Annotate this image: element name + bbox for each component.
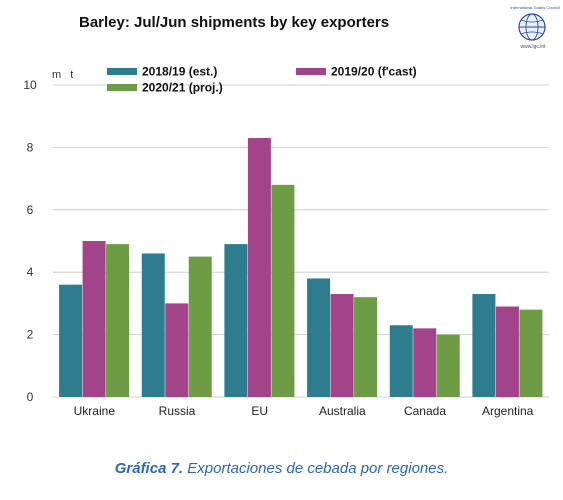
figure-caption-text: Exportaciones de cebada por regiones. (187, 460, 449, 477)
bar (106, 244, 130, 397)
bar (188, 256, 212, 397)
category-label: Australia (319, 404, 366, 418)
category-label: Argentina (482, 404, 534, 418)
y-tick-label: 6 (27, 203, 34, 217)
legend-swatch (107, 84, 137, 91)
chart-title: Barley: Jul/Jun shipments by key exporte… (79, 14, 389, 31)
y-tick-label: 10 (23, 78, 37, 92)
bar (224, 244, 248, 397)
bar (307, 278, 331, 397)
legend-label: 2020/21 (proj.) (142, 81, 223, 95)
igc-logo: International Grains Council www.igc.int (510, 5, 559, 50)
bar (472, 294, 496, 397)
category-label: Russia (159, 404, 196, 418)
legend-label: 2018/19 (est.) (142, 65, 217, 79)
figure-caption: Gráfica 7. Exportaciones de cebada por r… (0, 460, 563, 477)
bar (59, 284, 83, 397)
legend-swatch (107, 68, 137, 75)
bar (413, 328, 437, 397)
bar (330, 294, 354, 397)
bar (165, 303, 189, 397)
legend-label: 2019/20 (f'cast) (331, 65, 417, 79)
legend-swatch (296, 68, 326, 75)
gridlines (53, 84, 549, 398)
bar (519, 309, 543, 397)
category-label: EU (251, 404, 268, 418)
y-tick-label: 2 (27, 328, 34, 342)
bar (354, 297, 378, 397)
bar (141, 253, 165, 397)
bar (389, 325, 413, 397)
bar (495, 306, 519, 397)
figure-label: Gráfica 7. (114, 460, 184, 477)
bar (247, 138, 271, 398)
y-axis-label: m t (52, 69, 76, 81)
category-label: Canada (404, 404, 446, 418)
bar (436, 334, 460, 397)
category-label: Ukraine (74, 404, 116, 418)
y-tick-label: 8 (27, 140, 34, 154)
bar (82, 241, 106, 397)
bars (59, 138, 543, 398)
bar (271, 184, 295, 397)
logo-org-name: International Grains Council (510, 5, 559, 10)
y-tick-label: 0 (27, 390, 34, 404)
logo-url: www.igc.int (520, 44, 546, 50)
legend: 2018/19 (est.) 2019/20 (f'cast) 2020/21 (p… (107, 65, 417, 95)
x-axis-categories: Ukraine Russia EU Australia Canada Argentina (74, 404, 534, 418)
y-axis-ticks: 0 2 4 6 8 10 (23, 78, 37, 404)
globe-icon (518, 13, 546, 41)
y-tick-label: 4 (27, 265, 34, 279)
